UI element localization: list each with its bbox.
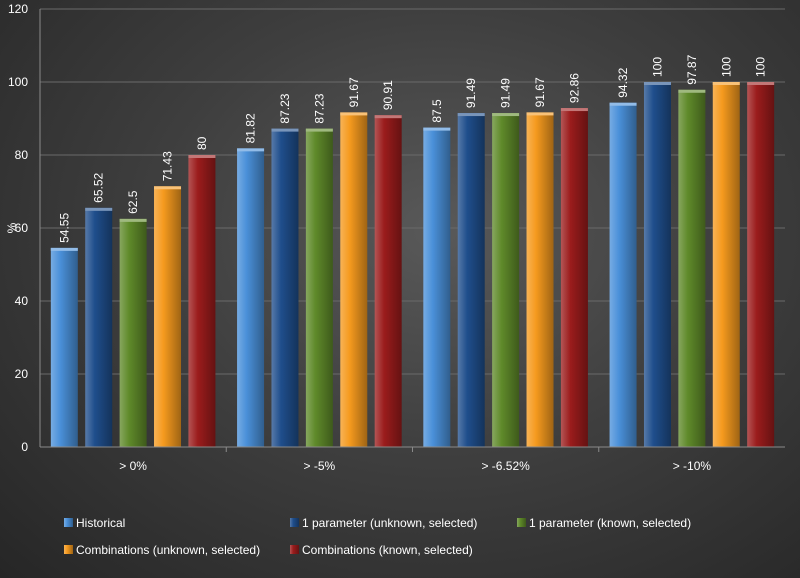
bar-combinations-unknown-selected <box>712 82 740 447</box>
x-tick-label: > -10% <box>673 459 712 473</box>
bar-cap <box>423 127 451 131</box>
bar-cap <box>560 108 588 112</box>
bar-historical <box>609 102 637 448</box>
bar-cap <box>85 207 113 211</box>
bar-historical <box>237 148 265 447</box>
data-label: 87.23 <box>312 93 326 123</box>
data-label: 100 <box>754 57 768 77</box>
bar-1-parameter-unknown-selected <box>643 82 671 447</box>
y-tick-label: 80 <box>15 148 29 162</box>
bar-cap <box>526 112 554 116</box>
x-tick-label: > -6.52% <box>481 459 530 473</box>
y-tick-label: 100 <box>8 75 28 89</box>
bar-1-parameter-unknown-selected <box>457 113 485 448</box>
data-label: 90.91 <box>381 80 395 110</box>
data-label: 94.32 <box>616 67 630 97</box>
bar-combinations-known-selected <box>560 108 588 447</box>
bar-cap <box>119 218 147 222</box>
data-label: 71.43 <box>161 151 175 181</box>
legend-label: Combinations (known, selected) <box>302 543 473 557</box>
legend-label: 1 parameter (unknown, selected) <box>302 516 477 530</box>
bar-1-parameter-unknown-selected <box>271 128 299 447</box>
bar-1-parameter-known-selected <box>492 113 520 448</box>
bar-cap <box>643 82 671 85</box>
data-label: 91.49 <box>464 78 478 108</box>
data-label: 100 <box>650 57 664 77</box>
data-label: 100 <box>719 57 733 77</box>
legend-label: 1 parameter (known, selected) <box>529 516 691 530</box>
bar-combinations-unknown-selected <box>526 112 554 447</box>
bar-cap <box>374 115 402 119</box>
bar-1-parameter-unknown-selected <box>85 207 113 447</box>
y-tick-label: 60 <box>15 221 29 235</box>
bar-cap <box>340 112 368 116</box>
data-label: 97.87 <box>685 54 699 84</box>
legend-swatch-1-parameter-unknown-selected <box>290 518 299 527</box>
bar-historical <box>423 127 451 447</box>
bar-1-parameter-known-selected <box>678 89 706 447</box>
bar-cap <box>305 128 333 132</box>
bar-cap <box>457 113 485 117</box>
data-labels: 54.55 65.52 62.5 71.43 80 81.82 87.23 87.23 91.6… <box>57 54 767 242</box>
y-axis-title: % <box>5 222 19 233</box>
legend-swatch-combinations-unknown-selected <box>64 545 73 554</box>
x-tick-label: > 0% <box>119 459 147 473</box>
legend: Historical 1 parameter (unknown, selected… <box>64 516 691 557</box>
gridlines <box>40 8 785 448</box>
bar-combinations-unknown-selected <box>154 186 182 447</box>
legend-label: Combinations (unknown, selected) <box>76 543 260 557</box>
data-label: 91.67 <box>533 77 547 107</box>
data-label: 81.82 <box>244 113 258 143</box>
y-tick-label: 40 <box>15 294 29 308</box>
data-label: 91.67 <box>347 77 361 107</box>
data-label: 54.55 <box>57 213 71 243</box>
bar-cap <box>712 82 740 85</box>
bar-cap <box>609 102 637 106</box>
y-tick-label: 120 <box>8 2 28 16</box>
axes: 0 20 40 60 80 100 120 > 0% > -5% > -6.52% > -10% <box>8 2 785 473</box>
data-label: 65.52 <box>92 172 106 202</box>
x-tick-label: > -5% <box>304 459 336 473</box>
data-label: 87.5 <box>430 99 444 123</box>
bar-combinations-unknown-selected <box>340 112 368 447</box>
y-tick-label: 20 <box>15 367 29 381</box>
bar-cap <box>154 186 182 190</box>
bar-cap <box>50 247 78 251</box>
bar-1-parameter-known-selected <box>119 218 147 447</box>
bar-cap <box>747 82 775 85</box>
legend-swatch-1-parameter-known-selected <box>517 518 526 527</box>
data-label: 80 <box>195 136 209 150</box>
data-label: 92.86 <box>567 73 581 103</box>
bar-cap <box>188 155 216 158</box>
bar-historical <box>50 247 78 447</box>
data-label: 91.49 <box>499 78 513 108</box>
data-label: 87.23 <box>278 93 292 123</box>
bar-combinations-known-selected <box>188 155 216 447</box>
bar-cap <box>237 148 265 152</box>
bar-cap <box>678 89 706 93</box>
y-tick-label: 0 <box>21 440 28 454</box>
legend-swatch-historical <box>64 518 73 527</box>
legend-swatch-combinations-known-selected <box>290 545 299 554</box>
bar-cap <box>492 113 520 117</box>
bar-combinations-known-selected <box>747 82 775 447</box>
bar-combinations-known-selected <box>374 115 402 447</box>
legend-label: Historical <box>76 516 125 530</box>
bar-cap <box>271 128 299 132</box>
bars <box>50 82 775 448</box>
data-label: 62.5 <box>126 190 140 214</box>
bar-1-parameter-known-selected <box>305 128 333 447</box>
